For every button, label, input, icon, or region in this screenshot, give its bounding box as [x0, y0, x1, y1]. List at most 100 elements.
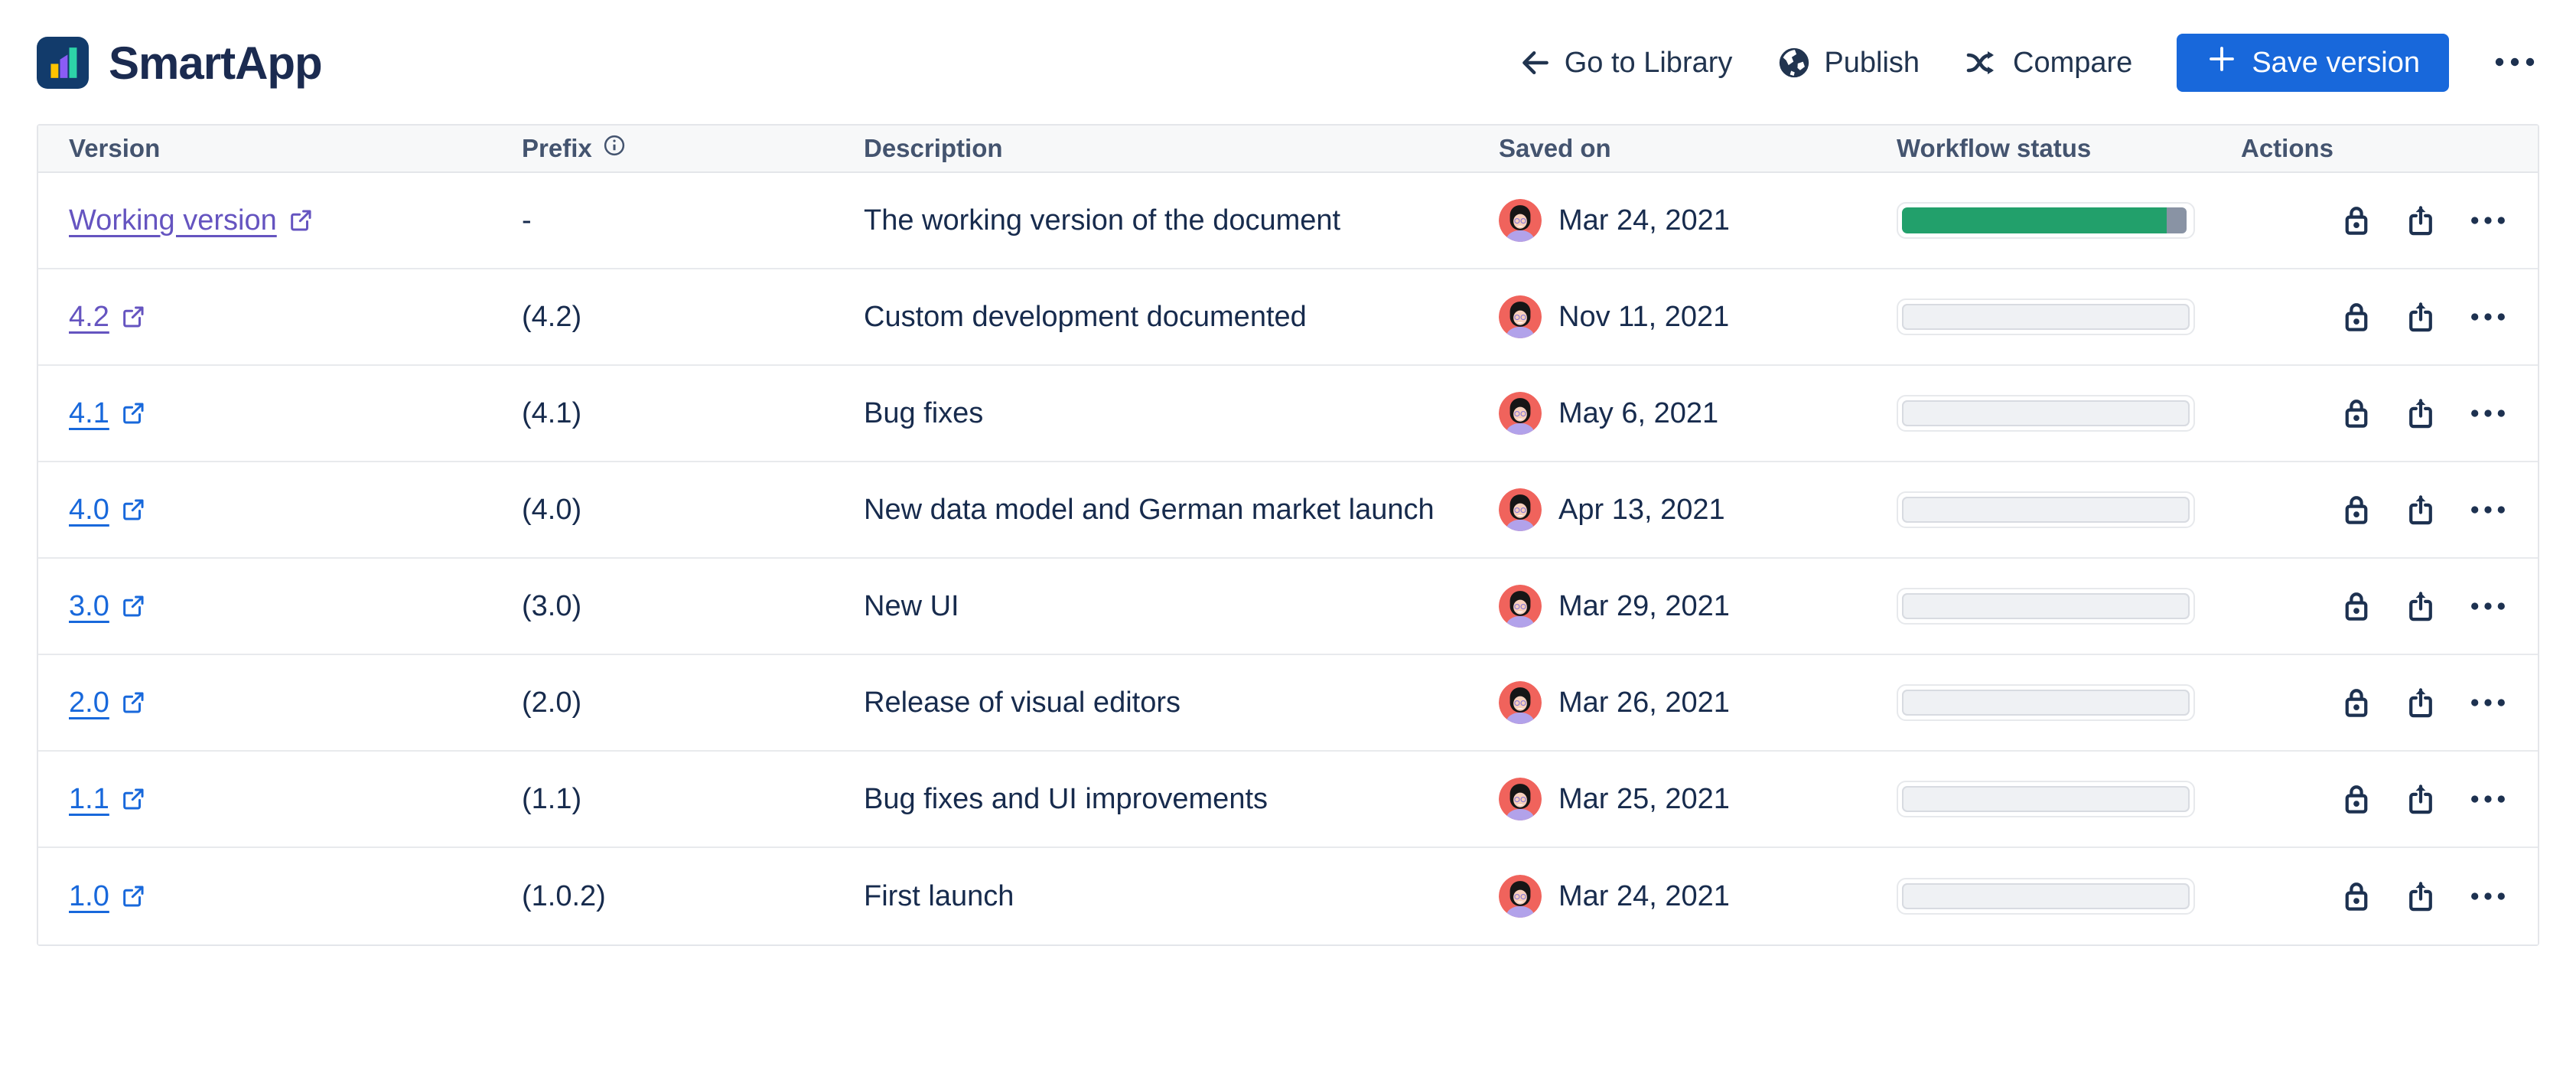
ellipsis-icon	[2469, 597, 2507, 615]
prefix-cell: (1.1)	[522, 782, 582, 815]
lock-button[interactable]	[2340, 685, 2372, 720]
table-row: 4.2 (4.2) Custom development documented	[38, 269, 2538, 366]
row-more-button[interactable]	[2469, 404, 2507, 422]
share-icon	[2405, 299, 2437, 334]
saved-on-cell: May 6, 2021	[1468, 392, 1866, 435]
row-more-button[interactable]	[2469, 211, 2507, 230]
version-link-label: 2.0	[69, 686, 109, 719]
row-more-button[interactable]	[2469, 597, 2507, 615]
description-cell: Bug fixes	[864, 396, 984, 429]
version-link[interactable]: 3.0	[69, 590, 146, 623]
header-prefix: Prefix	[491, 134, 833, 163]
workflow-status-cell	[1866, 878, 2210, 915]
lock-button[interactable]	[2340, 879, 2372, 914]
workflow-status-cell	[1866, 395, 2210, 432]
lock-button[interactable]	[2340, 492, 2372, 527]
row-more-button[interactable]	[2469, 693, 2507, 712]
share-button[interactable]	[2405, 299, 2437, 334]
saved-on-cell: Mar 24, 2021	[1468, 875, 1866, 918]
go-to-library-button[interactable]: Go to Library	[1519, 46, 1733, 80]
info-icon[interactable]	[603, 134, 626, 163]
lock-icon	[2340, 203, 2372, 238]
workflow-status-cell	[1866, 491, 2210, 528]
app-logo	[37, 37, 89, 89]
share-button[interactable]	[2405, 879, 2437, 914]
row-more-button[interactable]	[2469, 501, 2507, 519]
saved-on-date: Mar 24, 2021	[1558, 204, 1730, 236]
row-more-button[interactable]	[2469, 790, 2507, 808]
lock-button[interactable]	[2340, 203, 2372, 238]
version-link-label: 4.0	[69, 493, 109, 526]
globe-icon	[1776, 45, 1812, 80]
save-version-button[interactable]: Save version	[2177, 34, 2449, 92]
row-more-button[interactable]	[2469, 308, 2507, 326]
version-link[interactable]: 4.0	[69, 494, 146, 527]
version-link-label: 1.0	[69, 879, 109, 912]
version-link[interactable]: 4.1	[69, 397, 146, 430]
lock-icon	[2340, 396, 2372, 431]
brand: SmartApp	[37, 37, 323, 90]
lock-button[interactable]	[2340, 781, 2372, 817]
publish-button[interactable]: Publish	[1776, 45, 1920, 80]
lock-icon	[2340, 879, 2372, 914]
prefix-cell: (2.0)	[522, 686, 582, 719]
external-link-icon	[120, 786, 146, 812]
saved-on-cell: Mar 25, 2021	[1468, 778, 1866, 820]
share-icon	[2405, 685, 2437, 720]
share-icon	[2405, 203, 2437, 238]
ellipsis-icon	[2469, 790, 2507, 808]
table-body: Working version - The working version of…	[38, 173, 2538, 944]
row-more-button[interactable]	[2469, 887, 2507, 905]
version-link[interactable]: 4.2	[69, 301, 146, 334]
more-actions-button[interactable]	[2493, 52, 2536, 74]
saved-on-date: Apr 13, 2021	[1558, 493, 1725, 526]
user-avatar	[1499, 681, 1542, 724]
workflow-status-cell	[1866, 588, 2210, 625]
version-link-label: 4.1	[69, 396, 109, 429]
saved-on-cell: Mar 29, 2021	[1468, 585, 1866, 628]
compare-button[interactable]: Compare	[1964, 44, 2132, 81]
version-link[interactable]: Working version	[69, 204, 314, 237]
table-row: Working version - The working version of…	[38, 173, 2538, 269]
description-cell: New data model and German market launch	[864, 493, 1435, 526]
version-link[interactable]: 2.0	[69, 687, 146, 719]
table-header-row: Version Prefix Description Saved on	[38, 126, 2538, 173]
workflow-status-cell	[1866, 684, 2210, 721]
share-button[interactable]	[2405, 685, 2437, 720]
description-cell: New UI	[864, 589, 959, 622]
save-version-label: Save version	[2252, 46, 2420, 79]
go-to-library-label: Go to Library	[1564, 46, 1733, 79]
workflow-progress-bar	[1897, 684, 2195, 721]
external-link-icon	[120, 497, 146, 523]
version-cell: 4.1	[38, 397, 491, 430]
share-icon	[2405, 879, 2437, 914]
lock-button[interactable]	[2340, 396, 2372, 431]
share-button[interactable]	[2405, 203, 2437, 238]
share-icon	[2405, 781, 2437, 817]
share-button[interactable]	[2405, 492, 2437, 527]
share-button[interactable]	[2405, 396, 2437, 431]
ellipsis-icon	[2469, 693, 2507, 712]
progress-gray-segment	[2166, 207, 2187, 233]
saved-on-date: May 6, 2021	[1558, 396, 1719, 429]
ellipsis-icon	[2469, 308, 2507, 326]
version-link[interactable]: 1.1	[69, 783, 146, 816]
saved-on-date: Mar 25, 2021	[1558, 782, 1730, 815]
version-link[interactable]: 1.0	[69, 880, 146, 913]
toolbar: Go to Library Publish	[1519, 34, 2536, 92]
version-cell: 3.0	[38, 590, 491, 623]
external-link-icon	[120, 690, 146, 716]
app-title: SmartApp	[109, 37, 323, 89]
share-button[interactable]	[2405, 781, 2437, 817]
prefix-cell: -	[522, 204, 532, 236]
workflow-progress-bar	[1897, 395, 2195, 432]
description-cell: Bug fixes and UI improvements	[864, 782, 1268, 815]
lock-icon	[2340, 492, 2372, 527]
actions-cell	[2210, 685, 2538, 720]
lock-button[interactable]	[2340, 299, 2372, 334]
saved-on-date: Nov 11, 2021	[1558, 300, 1730, 333]
user-avatar	[1499, 875, 1542, 918]
arrow-left-icon	[1519, 46, 1552, 80]
lock-button[interactable]	[2340, 589, 2372, 624]
share-button[interactable]	[2405, 589, 2437, 624]
